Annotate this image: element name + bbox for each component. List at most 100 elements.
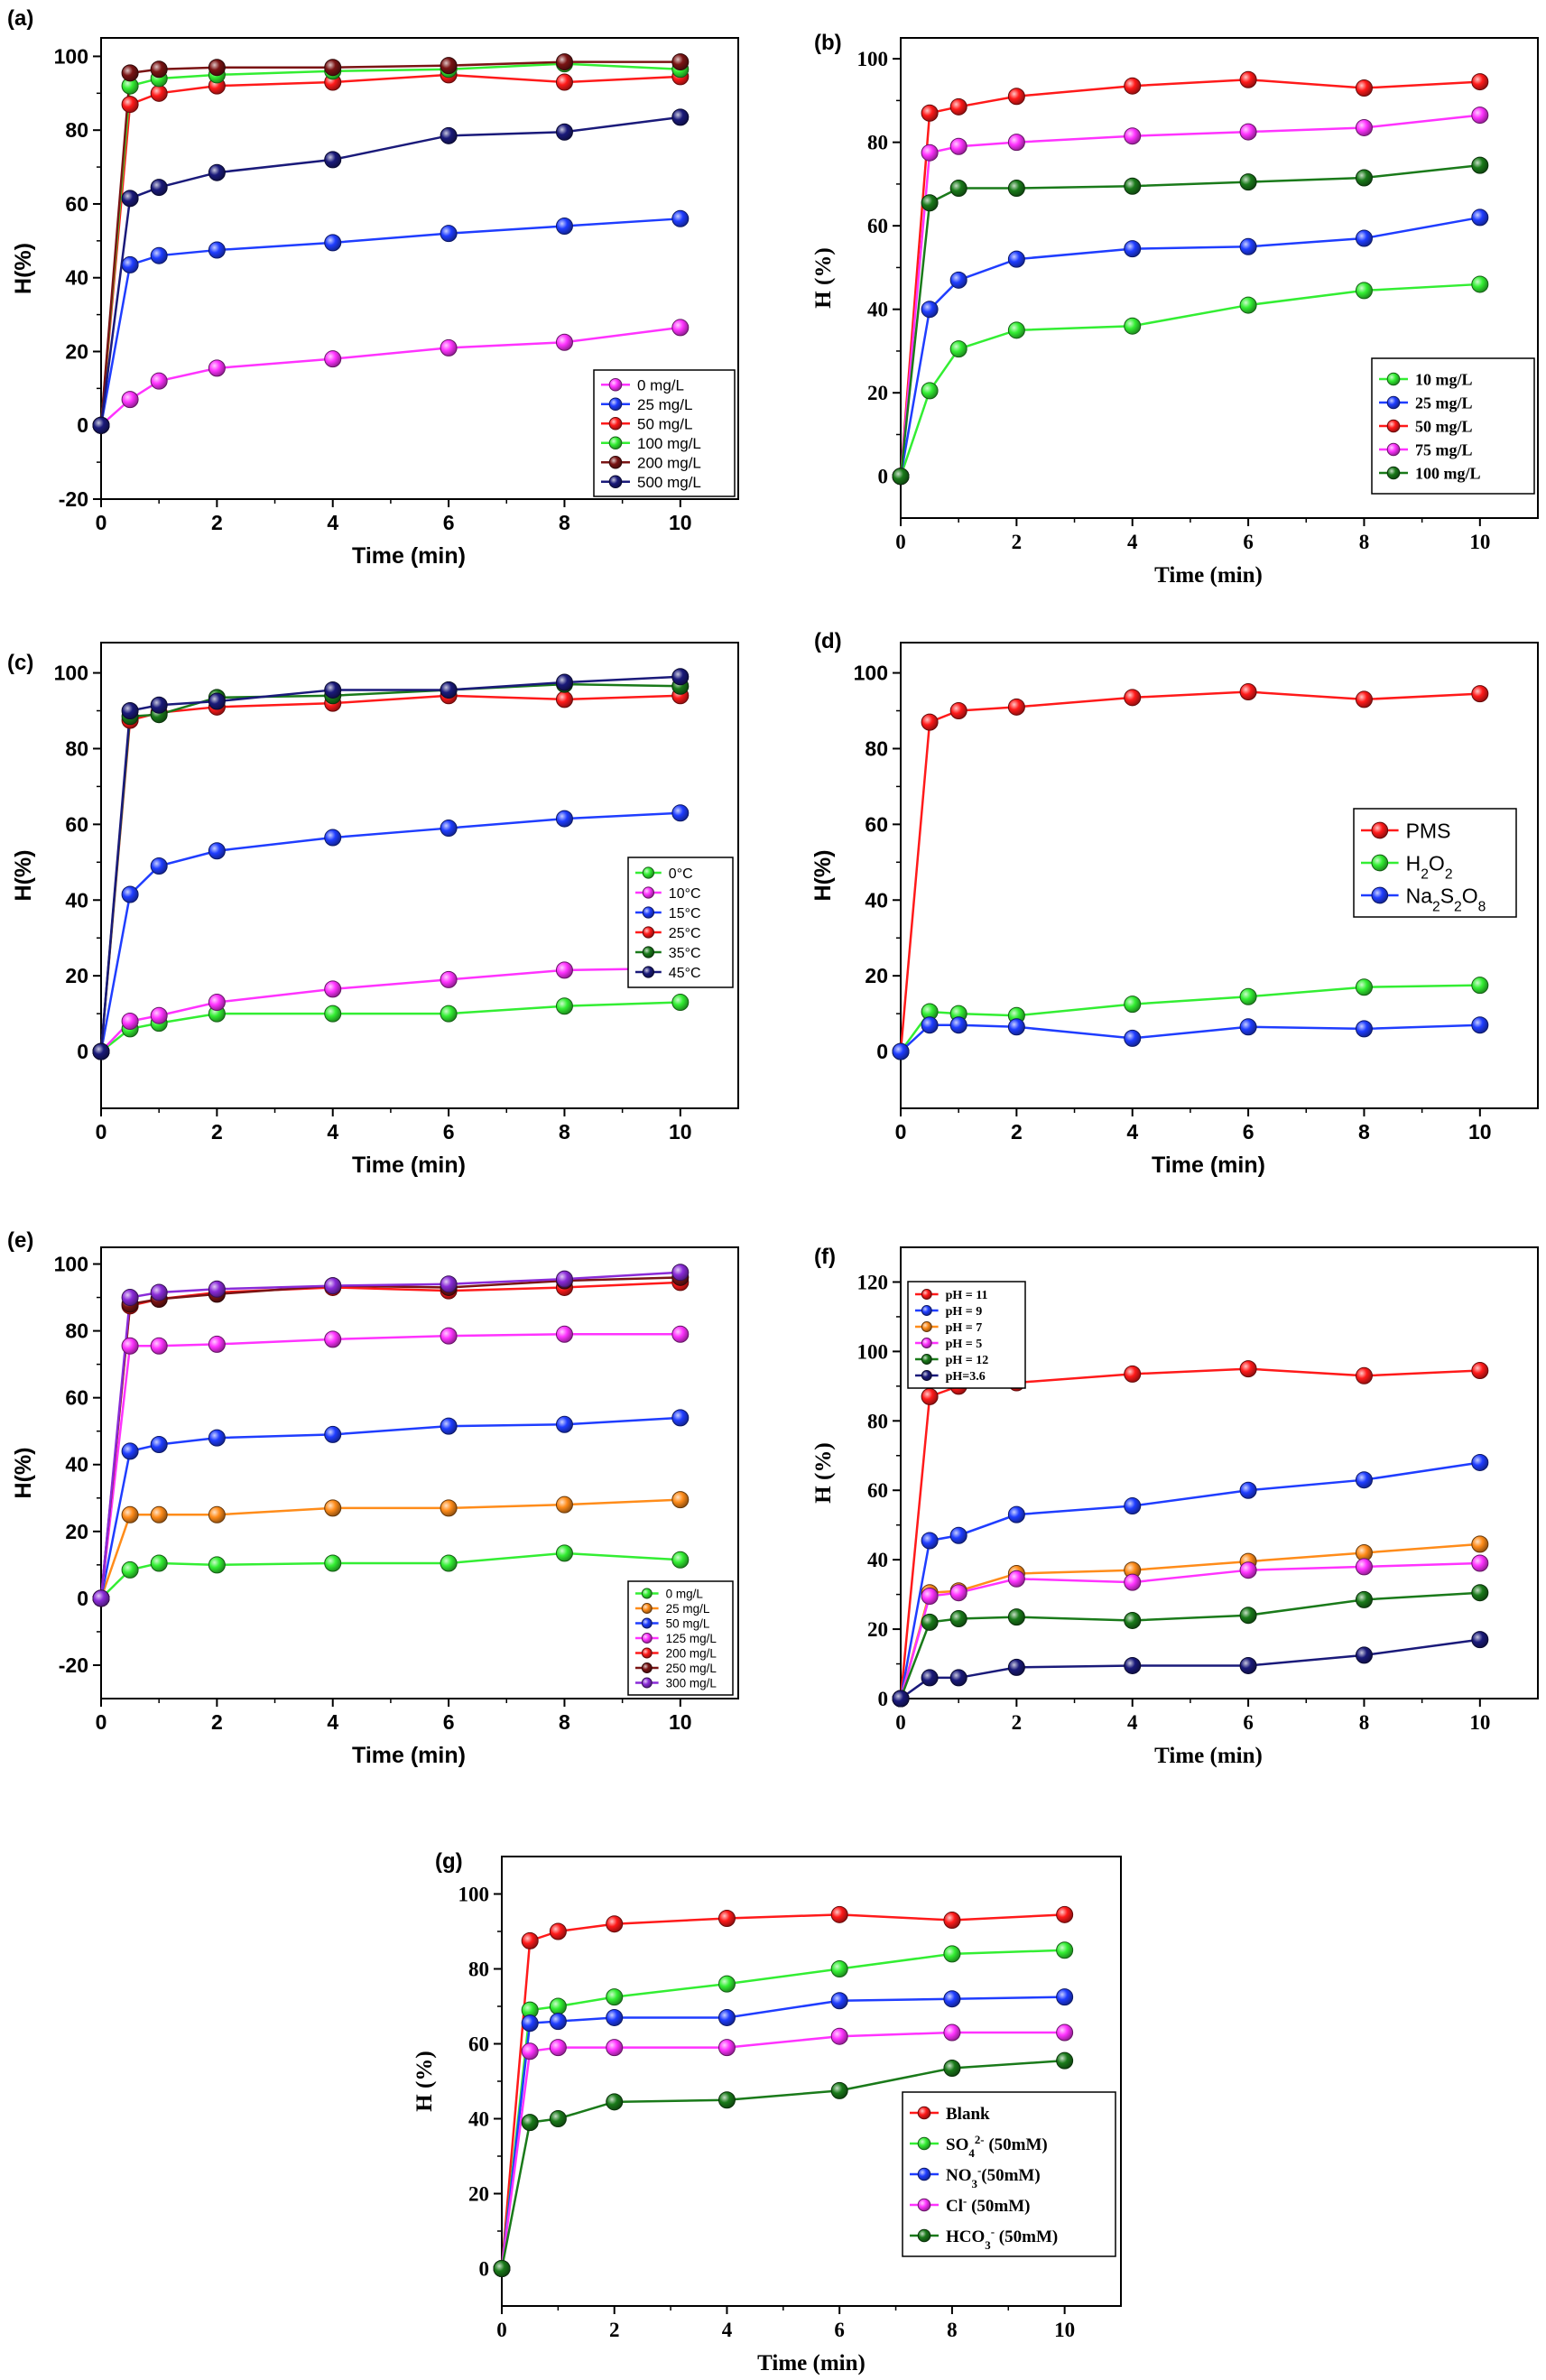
legend-marker <box>641 1662 653 1673</box>
data-point <box>555 997 573 1015</box>
legend-label: 125 mg/L <box>666 1632 717 1645</box>
data-point <box>440 1005 458 1023</box>
data-point <box>555 73 573 91</box>
data-point <box>208 842 226 860</box>
data-point <box>1239 1607 1257 1625</box>
data-point <box>1124 1656 1142 1674</box>
data-point <box>324 1425 342 1443</box>
data-point <box>1124 177 1142 195</box>
legend-label: NO3-(50mM) <box>946 2162 1041 2190</box>
panel-label: (d) <box>814 629 842 653</box>
data-point <box>1239 1360 1257 1378</box>
data-point <box>555 123 573 141</box>
data-point <box>943 2059 961 2077</box>
data-point <box>150 1006 168 1024</box>
data-point <box>830 1960 848 1977</box>
data-point <box>1124 77 1142 95</box>
data-point <box>1471 275 1489 293</box>
x-tick-label: 10 <box>1469 1711 1490 1734</box>
data-point <box>830 1992 848 2010</box>
data-point <box>121 64 139 82</box>
legend-marker <box>921 1321 932 1332</box>
data-point <box>549 2039 567 2057</box>
legend-label: 75 mg/L <box>1415 440 1473 458</box>
legend-marker <box>642 966 655 978</box>
data-point <box>830 1905 848 1923</box>
data-point <box>324 681 342 699</box>
data-point <box>440 57 458 75</box>
data-point <box>1355 1558 1373 1576</box>
data-point <box>208 1280 226 1298</box>
legend-marker <box>642 946 655 958</box>
legend-label: pH = 12 <box>946 1354 989 1367</box>
data-point <box>1355 978 1373 996</box>
data-point <box>440 820 458 838</box>
data-point <box>208 241 226 259</box>
legend-marker <box>917 2228 931 2243</box>
data-point <box>892 468 910 486</box>
x-tick-label: 10 <box>669 511 692 534</box>
data-point <box>921 713 939 731</box>
data-point <box>1471 106 1489 125</box>
data-point <box>1056 2023 1074 2042</box>
y-axis-label: H(%) <box>11 850 36 902</box>
chart-panel-g: 0 20 40 60 80 100 0 2 4 6 8 10 Time (min) H (%) (g) Bla… <box>412 1849 1122 2375</box>
series-line <box>100 1551 680 1599</box>
y-tick-label: 20 <box>468 2183 489 2206</box>
data-point <box>949 271 967 289</box>
data-point <box>1471 208 1489 227</box>
series-line <box>99 675 680 1052</box>
y-tick-label: 80 <box>867 1410 888 1432</box>
x-tick-label: 6 <box>1243 1120 1254 1144</box>
data-point <box>1056 1988 1074 2006</box>
panel-label: (a) <box>7 6 33 31</box>
y-tick-label: 40 <box>468 2108 489 2131</box>
y-tick-label: 20 <box>867 382 888 404</box>
data-point <box>150 857 168 875</box>
y-tick-label: 100 <box>854 662 888 685</box>
data-point <box>121 96 139 114</box>
legend-label: 10°C <box>669 886 701 902</box>
data-point <box>324 980 342 998</box>
series-line <box>99 811 680 1052</box>
data-point <box>521 2114 539 2132</box>
data-point <box>121 1442 139 1460</box>
data-point <box>671 1491 690 1509</box>
series-line <box>100 967 680 1052</box>
panel-label: (g) <box>435 1849 463 1874</box>
legend-label: 0 mg/L <box>637 376 684 394</box>
x-axis-label: Time (min) <box>757 2351 866 2375</box>
data-point <box>1239 173 1257 191</box>
data-point <box>943 1945 961 1963</box>
legend-marker <box>1371 886 1389 904</box>
data-point <box>208 1556 226 1574</box>
legend-label: 45°C <box>669 966 701 981</box>
data-point <box>1124 1365 1142 1383</box>
x-tick-label: 4 <box>327 1710 338 1734</box>
x-axis-label: Time (min) <box>352 543 466 569</box>
data-point <box>121 190 139 208</box>
data-point <box>493 2260 511 2277</box>
data-point <box>121 1289 139 1307</box>
data-point <box>150 84 168 102</box>
legend-marker <box>921 1370 932 1381</box>
data-point <box>1007 698 1025 716</box>
y-tick-label: 0 <box>77 1587 88 1610</box>
x-tick-label: 8 <box>559 1710 570 1734</box>
data-point <box>1239 1018 1257 1036</box>
legend-marker <box>608 475 623 489</box>
x-tick-label: 6 <box>443 1120 455 1144</box>
data-point <box>671 53 690 71</box>
panel-label: (e) <box>7 1228 33 1253</box>
x-tick-label: 6 <box>443 511 455 534</box>
data-point <box>150 246 168 264</box>
x-tick-label: 2 <box>211 1120 223 1144</box>
legend-label: 0 mg/L <box>666 1587 704 1600</box>
legend-marker <box>921 1305 932 1316</box>
x-axis-label: Time (min) <box>352 1743 466 1768</box>
data-point <box>1471 156 1489 174</box>
legend-marker <box>608 377 623 392</box>
series-line <box>899 1461 1481 1699</box>
x-tick-label: 6 <box>834 2319 845 2341</box>
